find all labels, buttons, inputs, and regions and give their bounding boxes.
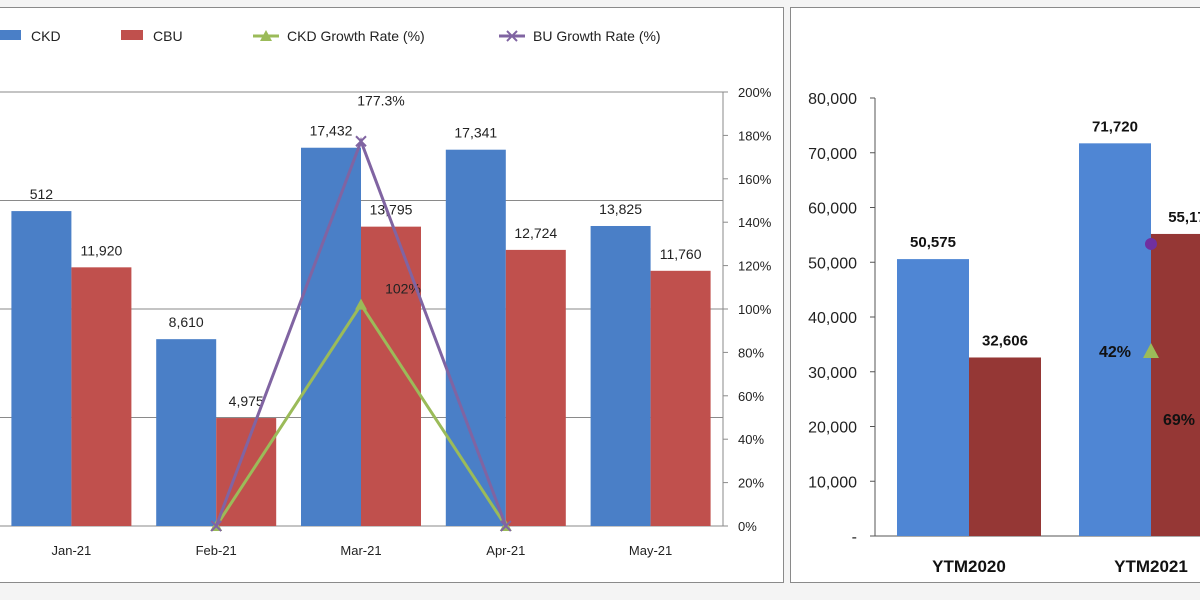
bar-data-label: 12,724 — [514, 225, 557, 241]
y2-tick-label: 20% — [738, 476, 764, 491]
ckd-growth-marker — [1143, 343, 1159, 358]
bar-ckd — [11, 211, 72, 526]
x-tick-label: Mar-21 — [340, 543, 381, 558]
bu-growth-marker — [1145, 237, 1157, 250]
y2-tick-label: 200% — [738, 85, 772, 100]
bar-data-label: 17,341 — [454, 125, 497, 141]
bar-data-label: 512 — [30, 186, 54, 202]
bar-data-label: 8,610 — [169, 314, 204, 330]
legend-label: BU Growth Rate (%) — [533, 28, 661, 44]
legend-swatch — [121, 30, 143, 40]
line-marker — [355, 135, 367, 147]
bar-data-label: 11,920 — [81, 242, 123, 258]
growth-annotation: 177.3% — [357, 92, 404, 108]
x-tick-label: Feb-21 — [196, 543, 237, 558]
y2-tick-label: 40% — [738, 432, 764, 447]
x-tick-label: YTM2021 — [1114, 557, 1188, 576]
bar-cbu — [1151, 233, 1200, 536]
left-chart-panel: 0% 20% 40% 60% 80% 100% 120% 140% 160% 180% 200% 51… — [0, 7, 784, 583]
bar-data-label: 4,975 — [229, 393, 264, 409]
legend-marker — [260, 30, 272, 41]
y2-tick-label: 100% — [738, 302, 772, 317]
growth-annotation: 42% — [1099, 344, 1131, 361]
y-tick-label: 10,000 — [808, 474, 857, 491]
y2-tick-label: 180% — [738, 128, 772, 143]
bar-cbu — [969, 357, 1041, 536]
line-marker — [500, 520, 512, 532]
bar-ckd — [590, 225, 651, 526]
monthly-chart: 0% 20% 40% 60% 80% 100% 120% 140% 160% 180% 200% 51… — [0, 28, 772, 558]
bar-data-label: 11,760 — [660, 246, 702, 262]
bar-data-label: 13,795 — [370, 202, 413, 218]
x-tick-label: May-21 — [629, 543, 672, 558]
y-tick-label: 60,000 — [808, 201, 857, 218]
x-tick-label: YTM2020 — [932, 557, 1006, 576]
y2-tick-label: 120% — [738, 259, 772, 274]
bar-cbu — [650, 270, 711, 526]
bar-ckd — [445, 149, 506, 526]
bar-ckd — [301, 147, 361, 527]
bar-data-label: 17,432 — [310, 123, 353, 139]
y-tick-label: 80,000 — [808, 91, 857, 108]
y-tick-label: 20,000 — [808, 420, 857, 437]
bar-cbu — [71, 267, 132, 526]
bar-data-label: 32,606 — [982, 332, 1028, 349]
ytm-chart: - 10,000 20,000 30,000 40,000 50,000 60,000 70,… — [808, 91, 1200, 576]
bar-data-label: 55,17 — [1168, 209, 1200, 226]
y2-tick-label: 140% — [738, 215, 772, 230]
bar-ckd — [1079, 143, 1151, 536]
y-tick-label: 50,000 — [808, 255, 857, 272]
legend-label: CBU — [153, 28, 183, 44]
y2-tick-label: 60% — [738, 389, 764, 404]
y2-tick-label: 80% — [738, 345, 764, 360]
y-tick-label: 70,000 — [808, 146, 857, 163]
y-tick-label: 40,000 — [808, 310, 857, 327]
legend-swatch — [0, 30, 21, 40]
line-marker — [210, 520, 222, 532]
growth-annotation: 102% — [385, 281, 421, 297]
growth-annotation: 69% — [1163, 412, 1195, 429]
legend-label: CKD Growth Rate (%) — [287, 28, 425, 44]
line-marker — [355, 298, 367, 310]
y-tick-label: - — [852, 529, 857, 546]
bar-ckd — [156, 339, 217, 526]
y-tick-label: 30,000 — [808, 365, 857, 382]
right-chart-panel: - 10,000 20,000 30,000 40,000 50,000 60,000 70,… — [790, 7, 1200, 583]
legend-label: CKD — [31, 28, 61, 44]
bar-data-label: 50,575 — [910, 234, 956, 251]
y2-tick-label: 160% — [738, 172, 772, 187]
y2-tick-label: 0% — [738, 519, 757, 534]
bar-data-label: 13,825 — [599, 201, 642, 217]
bar-ckd — [897, 259, 969, 536]
bar-cbu — [361, 226, 421, 526]
bar-data-label: 71,720 — [1092, 118, 1138, 135]
x-tick-label: Jan-21 — [52, 543, 92, 558]
legend-marker — [506, 30, 518, 42]
bar-cbu — [505, 249, 566, 526]
x-tick-label: Apr-21 — [486, 543, 525, 558]
